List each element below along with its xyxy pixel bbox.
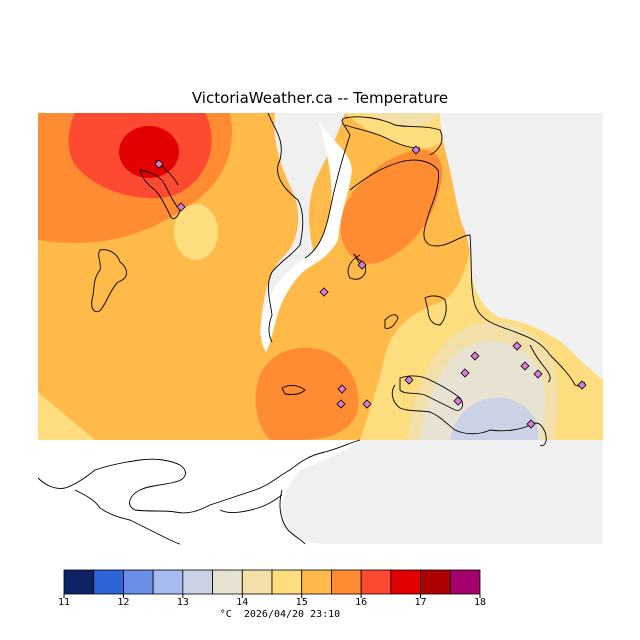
legend-tick-label: 13 — [176, 597, 189, 608]
legend-swatch — [182, 569, 213, 595]
diamond-marker-icon — [460, 368, 470, 378]
map-title: VictoriaWeather.ca -- Temperature — [191, 89, 449, 107]
unanalysed-land-east — [440, 113, 603, 380]
temp-band-14.5-15-north — [345, 113, 460, 149]
diamond-marker-icon — [411, 145, 421, 155]
legend-swatch — [390, 569, 421, 595]
diamond-marker-icon — [357, 260, 367, 270]
diamond-marker-icon — [520, 361, 530, 371]
diamond-marker-icon — [470, 351, 480, 361]
legend-tick-label: 16 — [355, 597, 368, 608]
legend-tick-label: 11 — [57, 597, 71, 608]
legend-swatch — [123, 569, 154, 595]
diamond-marker-icon — [337, 384, 347, 394]
legend-swatch — [271, 569, 303, 595]
legend-swatch — [93, 569, 124, 595]
diamond-marker-icon — [336, 399, 346, 409]
diamond-marker-icon — [512, 341, 522, 351]
legend-tick-label: 18 — [473, 597, 487, 608]
diamond-marker-icon — [577, 380, 587, 390]
temp-band-16.5-17 — [119, 126, 179, 178]
legend-swatch — [241, 569, 273, 595]
diamond-marker-icon — [404, 375, 414, 385]
legend-swatch — [212, 569, 243, 595]
diamond-marker-icon — [526, 419, 536, 429]
temp-band-14.5-15-southwest — [38, 392, 95, 440]
diamond-marker-icon — [154, 159, 164, 169]
legend-swatch — [152, 569, 184, 595]
temp-band-15.5-16-south — [255, 347, 359, 440]
legend-timestamp: 2026/04/20 23:10 — [243, 609, 341, 620]
coastline-layer — [37, 112, 585, 545]
legend-swatch — [331, 569, 362, 595]
water-south — [38, 440, 360, 544]
legend-swatch — [420, 569, 451, 595]
temp-band-14-14.5-north — [370, 113, 440, 126]
legend-footer: °C 2026/04/20 23:10 — [200, 609, 360, 620]
legend-unit: °C — [219, 609, 232, 620]
legend-tick-label: 14 — [236, 597, 249, 608]
legend-swatch — [63, 569, 95, 595]
diamond-marker-icon — [533, 369, 543, 379]
legend-tick-label: 15 — [295, 597, 308, 608]
legend-tick-label: 12 — [117, 597, 130, 608]
legend-tick-label: 17 — [414, 597, 427, 608]
diamond-marker-icon — [176, 202, 186, 212]
legend-swatch — [449, 569, 481, 595]
water-channel — [260, 120, 352, 352]
color-legend — [63, 569, 481, 598]
station-markers — [154, 145, 587, 429]
legend-swatch — [301, 569, 332, 595]
temp-band-14.5-15-west — [174, 204, 218, 260]
diamond-marker-icon — [453, 396, 463, 406]
diamond-marker-icon — [319, 287, 329, 297]
legend-swatch — [360, 569, 392, 595]
diamond-marker-icon — [362, 399, 372, 409]
